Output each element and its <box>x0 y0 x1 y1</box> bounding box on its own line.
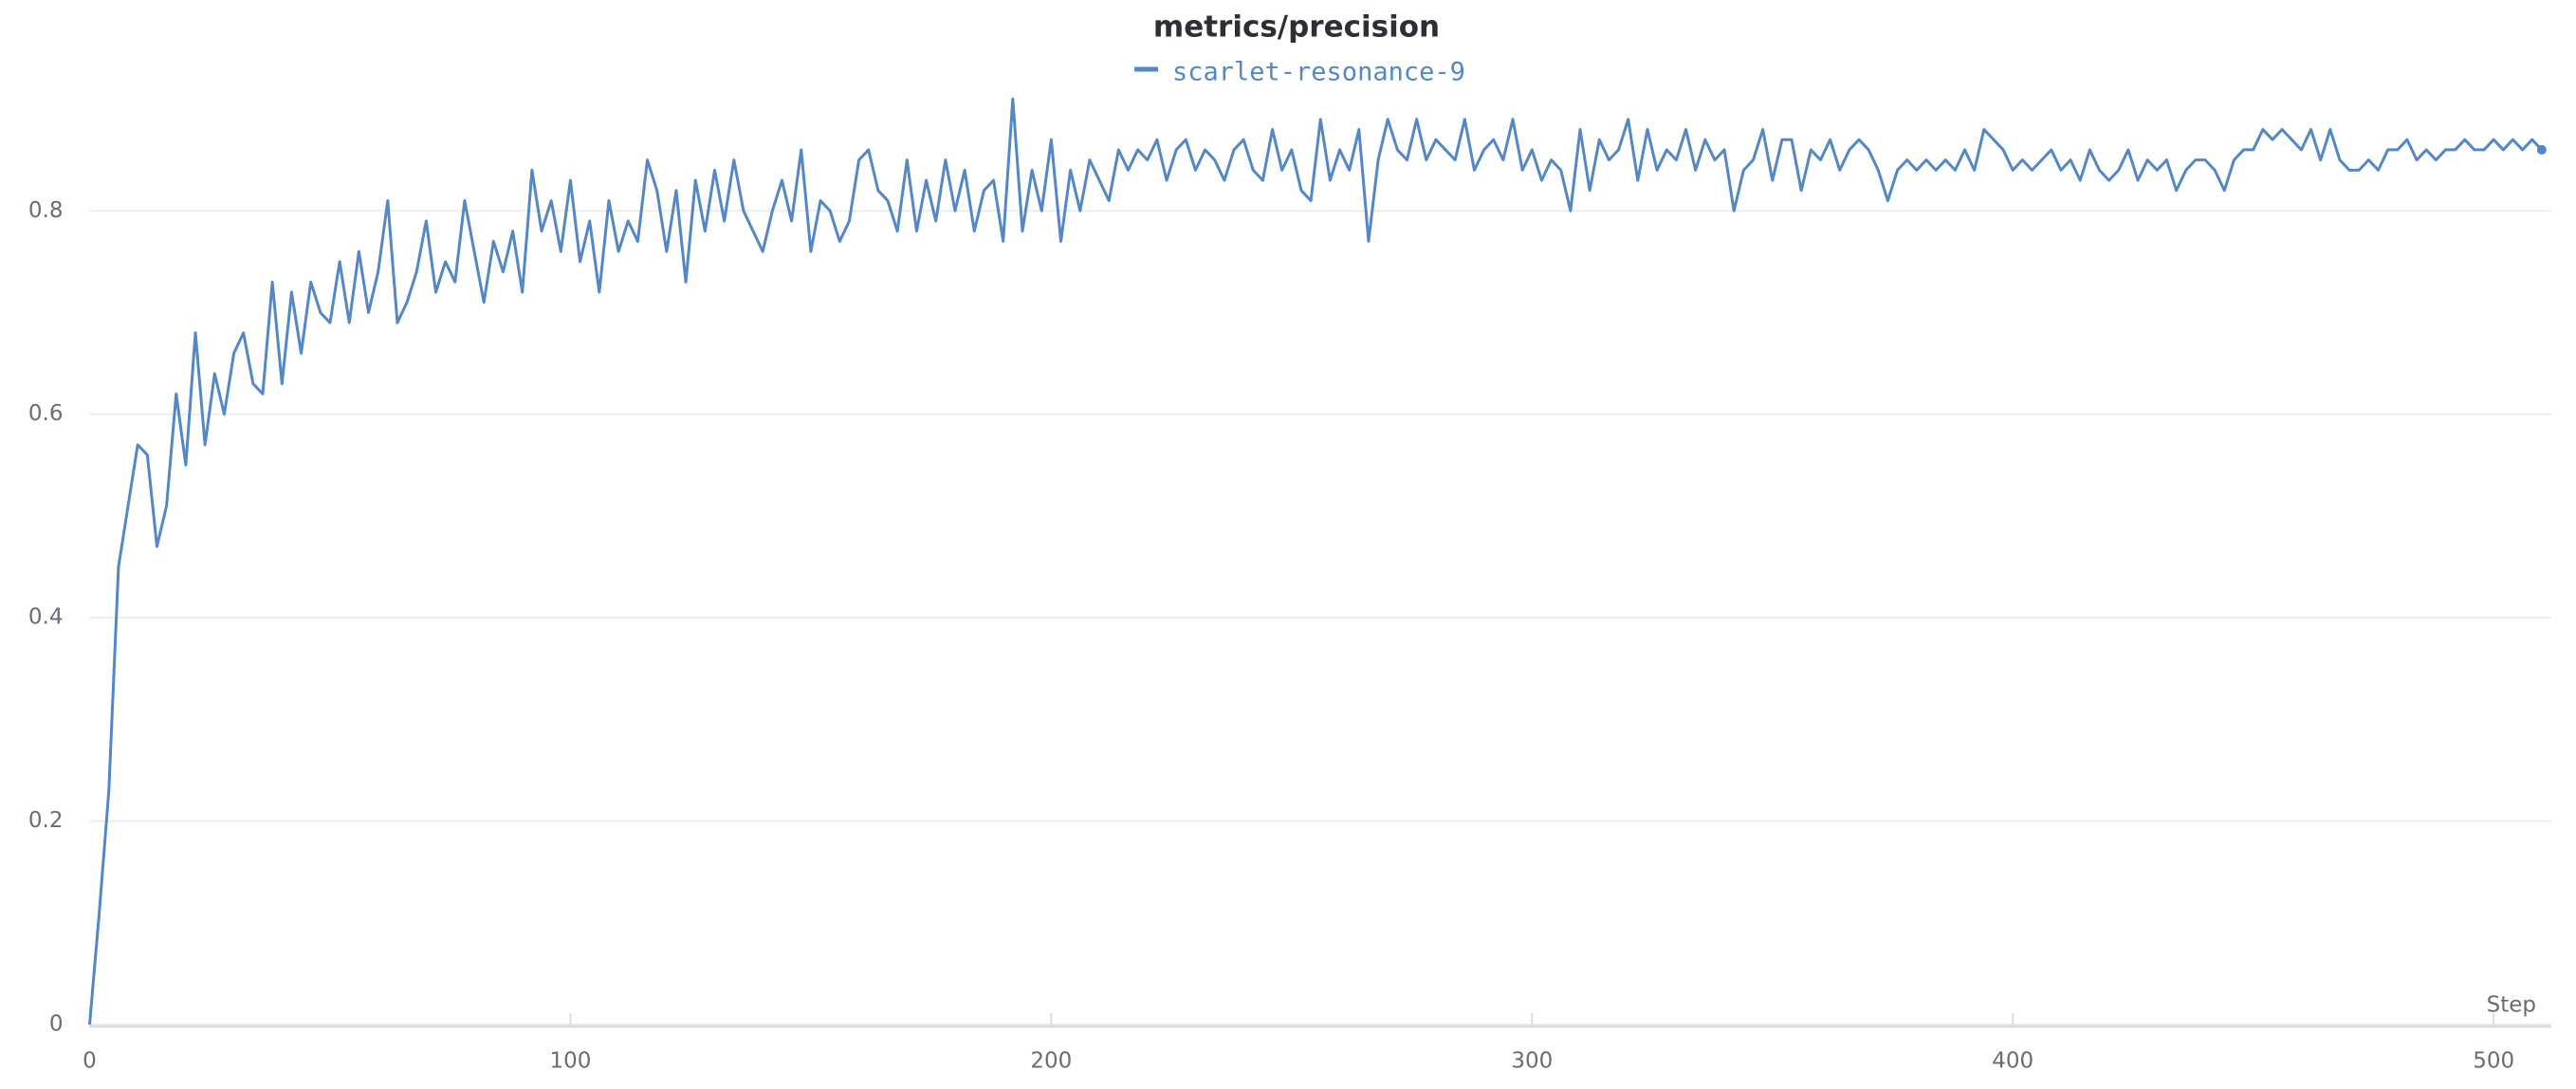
legend-label: scarlet-resonance-9 <box>1172 58 1465 87</box>
x-tick-label: 200 <box>1030 1049 1072 1074</box>
x-tick-label: 300 <box>1511 1049 1553 1074</box>
series-line <box>88 97 2543 1025</box>
x-tick-label: 500 <box>2473 1049 2514 1074</box>
x-tick-label: 100 <box>549 1049 591 1074</box>
x-tick-label: 0 <box>83 1049 97 1074</box>
y-tick-label: 0.8 <box>28 198 64 223</box>
y-tick-label: 0.4 <box>28 605 64 630</box>
x-tick-label: 400 <box>1992 1049 2033 1074</box>
chart-title: metrics/precision <box>1153 10 1440 45</box>
end-point <box>2536 144 2547 155</box>
y-tick-label: 0.6 <box>28 401 64 426</box>
y-tick-label: 0.2 <box>28 808 64 833</box>
y-tick-label: 0 <box>49 1012 64 1037</box>
x-axis-label: Step <box>2487 993 2536 1018</box>
